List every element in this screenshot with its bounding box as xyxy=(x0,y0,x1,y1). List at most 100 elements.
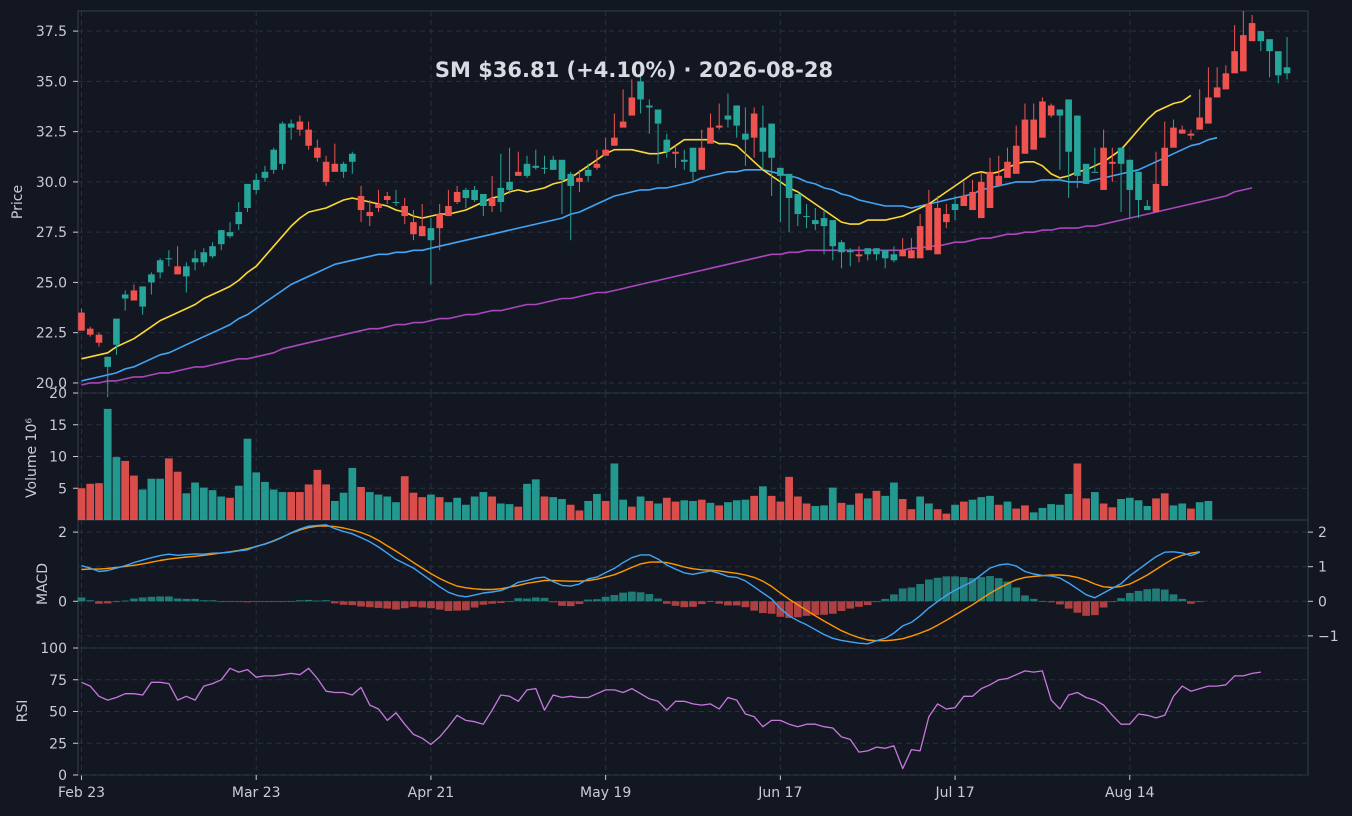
candle-body xyxy=(235,212,243,225)
volume-bar xyxy=(1012,508,1021,520)
candle-body xyxy=(488,197,496,207)
volume-bar xyxy=(828,487,837,520)
candle-body xyxy=(1283,67,1291,74)
macd-hist-bar xyxy=(942,576,951,602)
macd-hist-bar xyxy=(1134,590,1143,602)
macd-hist-bar xyxy=(741,601,750,608)
candle-body xyxy=(506,181,513,190)
volume-bar xyxy=(584,500,593,520)
x-tick-label: Jul 17 xyxy=(934,785,974,801)
candle-body xyxy=(724,115,732,120)
candle-body xyxy=(1074,115,1081,176)
volume-bar xyxy=(1204,500,1213,520)
volume-bar xyxy=(531,479,540,520)
macd-hist-bar xyxy=(558,601,566,606)
volume-bar xyxy=(357,486,365,520)
volume-bar xyxy=(164,458,173,520)
volume-bar xyxy=(1125,497,1134,520)
macd-hist-bar xyxy=(444,601,453,611)
y-tick-label-price: 22.5 xyxy=(36,326,67,342)
volume-bar xyxy=(785,476,793,520)
volume-bar xyxy=(811,506,820,520)
volume-bar xyxy=(453,497,462,520)
volume-bar xyxy=(671,501,680,520)
candle-body xyxy=(130,290,138,301)
volume-bar xyxy=(199,487,208,520)
candle-body xyxy=(296,121,304,130)
macd-hist-bar xyxy=(828,601,837,614)
candle-body xyxy=(305,129,312,146)
macd-hist-bar xyxy=(1003,581,1012,602)
macd-hist-bar xyxy=(1012,587,1021,602)
y-tick-label-macd-right: 2 xyxy=(1318,525,1327,541)
macd-hist-bar xyxy=(470,601,479,608)
volume-bar xyxy=(261,481,269,520)
candle-body xyxy=(803,216,810,218)
volume-bar xyxy=(1169,505,1178,520)
candle-body xyxy=(523,163,531,176)
candle-body xyxy=(340,163,347,172)
candle-body xyxy=(855,254,863,257)
volume-bar xyxy=(269,489,278,520)
macd-hist-bar xyxy=(540,597,549,602)
macd-hist-bar xyxy=(890,594,898,602)
volume-bar xyxy=(540,496,549,520)
candle-body xyxy=(401,206,409,217)
candle-body xyxy=(174,266,181,275)
volume-bar xyxy=(1143,506,1152,520)
candle-body xyxy=(357,195,365,211)
macd-hist-bar xyxy=(593,599,601,602)
candle-body xyxy=(602,149,609,156)
volume-bar xyxy=(986,495,994,520)
candle-body xyxy=(383,195,391,200)
candle-body xyxy=(1056,109,1064,116)
macd-hist-bar xyxy=(627,591,636,602)
macd-hist-bar xyxy=(95,601,103,604)
candle-body xyxy=(1100,147,1107,190)
macd-hist-bar xyxy=(1195,601,1204,603)
volume-bar xyxy=(470,496,479,520)
x-tick-label: Apr 21 xyxy=(408,785,454,801)
macd-hist-bar xyxy=(994,578,1003,602)
y-tick-label-macd-right: −1 xyxy=(1318,629,1339,645)
candle-body xyxy=(680,159,688,162)
candle-body xyxy=(541,167,548,169)
macd-hist-bar xyxy=(601,596,610,602)
volume-bar xyxy=(130,475,138,520)
x-tick-label: Jun 17 xyxy=(757,785,802,801)
volume-bar xyxy=(479,492,488,520)
volume-bar xyxy=(374,494,383,520)
volume-bar xyxy=(636,496,645,520)
volume-bar xyxy=(662,497,671,520)
candle-body xyxy=(252,179,260,190)
rsi-axis-label: RSI xyxy=(15,700,31,723)
candle-body xyxy=(366,212,374,217)
macd-hist-bar xyxy=(435,601,444,610)
macd-hist-bar xyxy=(619,592,627,602)
volume-bar xyxy=(86,483,95,520)
macd-hist-bar xyxy=(881,598,890,602)
candle-body xyxy=(977,181,985,219)
macd-hist-bar xyxy=(208,600,217,602)
volume-bar xyxy=(558,499,566,520)
candle-body xyxy=(873,248,880,255)
candle-body xyxy=(628,97,636,116)
volume-bar xyxy=(505,504,514,520)
y-tick-label-macd: 2 xyxy=(58,525,67,541)
macd-hist-bar xyxy=(811,601,820,616)
volume-bar xyxy=(924,503,933,520)
candle-body xyxy=(209,246,216,257)
volume-bar xyxy=(348,467,357,520)
volume-bar xyxy=(147,478,156,520)
volume-bar xyxy=(575,510,584,520)
macd-hist-bar xyxy=(680,601,689,608)
volume-bar xyxy=(627,506,636,520)
candle-body xyxy=(183,266,190,277)
candle-body xyxy=(881,250,889,259)
candle-body xyxy=(733,105,740,126)
macd-hist-bar xyxy=(296,600,304,602)
volume-bar xyxy=(863,498,872,520)
macd-hist-bar xyxy=(837,601,846,611)
x-tick-label: Feb 23 xyxy=(58,785,105,801)
y-tick-label-rsi: 25 xyxy=(49,736,67,752)
